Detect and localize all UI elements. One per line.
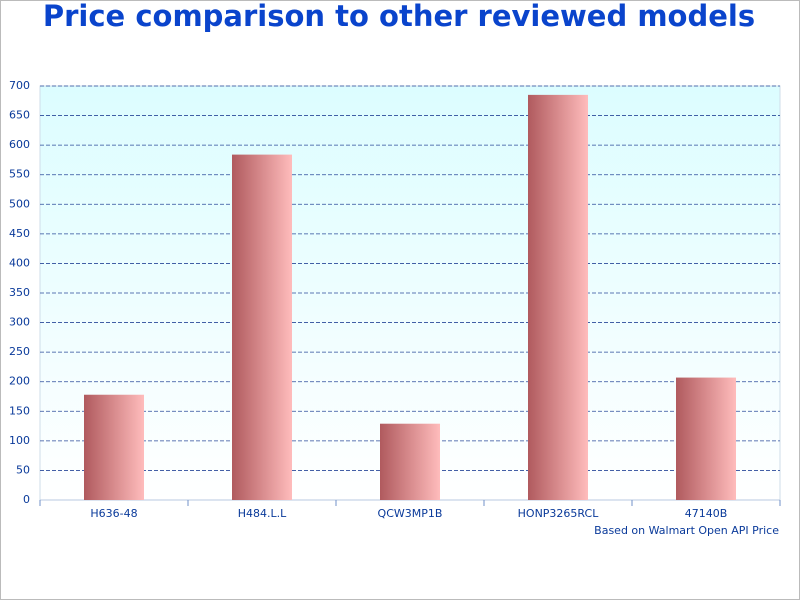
chart-title: Price comparison to other reviewed model…	[43, 0, 755, 33]
annotation: Based on Walmart Open API Price	[594, 524, 779, 537]
y-tick-label: 700	[9, 79, 30, 92]
x-tick-label: QCW3MP1B	[378, 507, 443, 520]
y-tick-label: 150	[9, 404, 30, 417]
y-tick-label: 50	[16, 463, 30, 476]
bar	[676, 377, 736, 500]
y-tick-label: 450	[9, 227, 30, 240]
y-tick-label: 500	[9, 197, 30, 210]
y-tick-label: 600	[9, 138, 30, 151]
bar	[232, 154, 292, 500]
bar	[84, 394, 144, 500]
bar	[528, 94, 588, 500]
x-tick-label: H636-48	[90, 507, 137, 520]
x-tick-label: H484.L.L	[238, 507, 287, 520]
y-tick-label: 200	[9, 375, 30, 388]
y-tick-label: 550	[9, 168, 30, 181]
y-tick-label: 650	[9, 109, 30, 122]
y-tick-label: 0	[23, 493, 30, 506]
x-tick-label: HONP3265RCL	[518, 507, 600, 520]
y-tick-label: 300	[9, 316, 30, 329]
y-tick-label: 350	[9, 286, 30, 299]
y-tick-label: 100	[9, 434, 30, 447]
y-tick-label: 400	[9, 256, 30, 269]
y-tick-label: 250	[9, 345, 30, 358]
x-tick-label: 47140B	[685, 507, 728, 520]
bar	[380, 423, 440, 500]
